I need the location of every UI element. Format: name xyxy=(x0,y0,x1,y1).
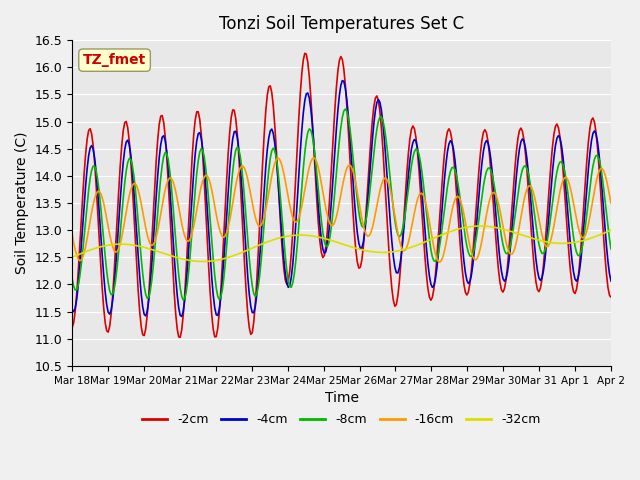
-2cm xyxy=(257,187,265,193)
-32cm xyxy=(230,252,238,258)
Line: -2cm: -2cm xyxy=(72,53,611,337)
-32cm xyxy=(477,223,484,229)
-8cm xyxy=(68,276,76,281)
-4cm xyxy=(178,313,186,319)
Text: TZ_fmet: TZ_fmet xyxy=(83,53,146,67)
-8cm xyxy=(305,126,313,132)
-8cm xyxy=(248,283,256,289)
Line: -16cm: -16cm xyxy=(72,158,611,262)
-16cm xyxy=(229,200,237,206)
-16cm xyxy=(310,155,317,161)
-8cm xyxy=(230,156,238,161)
-32cm xyxy=(305,233,313,239)
-2cm xyxy=(307,94,315,100)
-2cm xyxy=(177,335,184,340)
-16cm xyxy=(607,200,615,206)
Y-axis label: Soil Temperature (C): Soil Temperature (C) xyxy=(15,132,29,274)
-16cm xyxy=(304,171,312,177)
-8cm xyxy=(257,257,265,263)
-32cm xyxy=(248,245,256,251)
Legend: -2cm, -4cm, -8cm, -16cm, -32cm: -2cm, -4cm, -8cm, -16cm, -32cm xyxy=(138,408,546,432)
-8cm xyxy=(134,219,142,225)
-4cm xyxy=(580,222,588,228)
-16cm xyxy=(580,235,588,240)
-16cm xyxy=(256,224,264,229)
-4cm xyxy=(339,78,346,84)
-8cm xyxy=(607,246,615,252)
-32cm xyxy=(257,241,265,247)
-8cm xyxy=(179,297,187,303)
Line: -4cm: -4cm xyxy=(72,81,611,316)
-4cm xyxy=(134,253,142,259)
X-axis label: Time: Time xyxy=(324,391,358,405)
-16cm xyxy=(68,232,76,238)
-16cm xyxy=(247,192,255,198)
-2cm xyxy=(580,199,588,205)
Line: -8cm: -8cm xyxy=(72,109,611,300)
-8cm xyxy=(580,234,588,240)
-4cm xyxy=(230,129,238,135)
-16cm xyxy=(134,187,142,193)
-2cm xyxy=(230,108,238,113)
-32cm xyxy=(68,254,76,260)
-8cm xyxy=(342,106,349,112)
-4cm xyxy=(68,307,76,312)
-4cm xyxy=(248,310,256,315)
Title: Tonzi Soil Temperatures Set C: Tonzi Soil Temperatures Set C xyxy=(219,15,464,33)
-2cm xyxy=(68,325,76,331)
-2cm xyxy=(134,288,142,294)
-4cm xyxy=(257,231,265,237)
-16cm xyxy=(436,259,444,265)
-2cm xyxy=(607,294,615,300)
-2cm xyxy=(301,50,308,56)
-4cm xyxy=(607,278,615,284)
-32cm xyxy=(199,259,207,264)
-32cm xyxy=(580,238,588,243)
Line: -32cm: -32cm xyxy=(72,226,611,262)
-32cm xyxy=(134,243,142,249)
-32cm xyxy=(607,228,615,233)
-2cm xyxy=(248,330,256,336)
-4cm xyxy=(305,96,313,101)
